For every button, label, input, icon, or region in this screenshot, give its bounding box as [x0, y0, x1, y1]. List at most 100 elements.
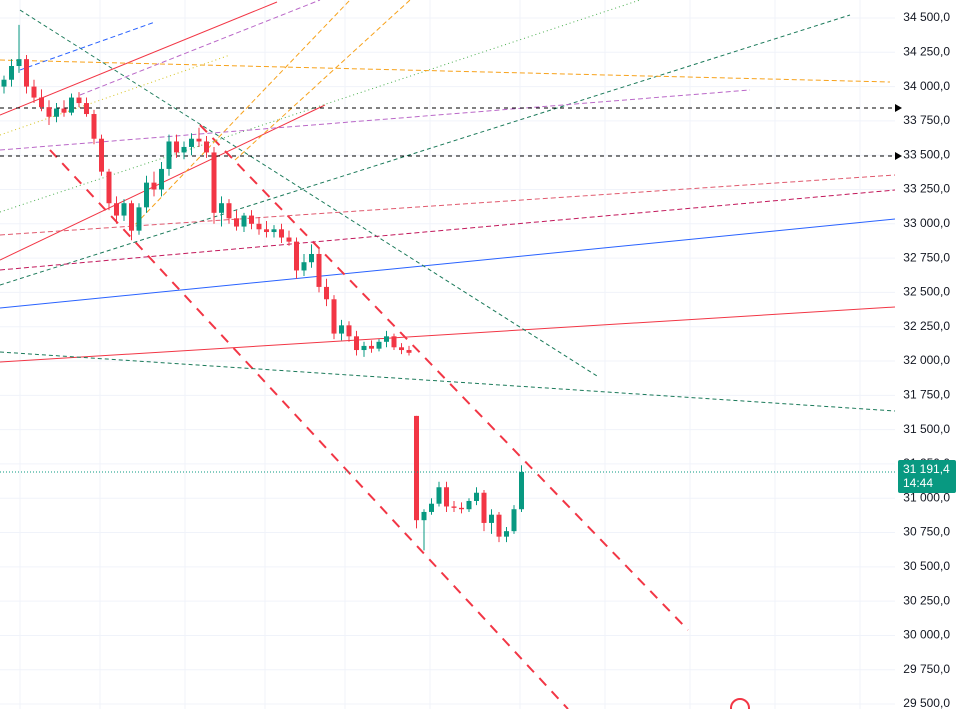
candle-body	[166, 141, 172, 169]
candle-body	[121, 203, 127, 216]
candle-body	[204, 141, 209, 153]
candle-body	[76, 97, 82, 104]
y-tick-label: 32 750,0	[903, 250, 950, 264]
candle-body	[24, 59, 29, 87]
candle-body	[114, 203, 119, 216]
candle-body	[496, 514, 502, 537]
y-tick-label: 32 500,0	[903, 285, 950, 299]
y-tick-label: 30 250,0	[903, 593, 950, 607]
candle-body	[391, 336, 397, 348]
y-tick-label: 32 250,0	[903, 319, 950, 333]
y-tick-label: 31 500,0	[903, 422, 950, 436]
candle-body	[279, 229, 284, 238]
candle-body	[414, 415, 419, 521]
candle-body	[369, 345, 374, 349]
candle-body	[69, 97, 74, 113]
candle-body	[129, 203, 134, 231]
candle-body	[196, 138, 202, 142]
drawings	[0, 0, 902, 709]
candle-body	[399, 347, 404, 351]
candle-body	[346, 325, 352, 337]
candle-body	[316, 253, 322, 287]
y-tick-label: 30 750,0	[903, 525, 950, 539]
candle-body	[249, 215, 254, 224]
candle-body	[226, 203, 232, 219]
trend-line	[0, 351, 896, 412]
candle-body	[489, 514, 494, 523]
candle-body	[301, 262, 307, 271]
candle-body	[99, 138, 104, 172]
candles	[0, 24, 895, 551]
candle-body	[271, 229, 277, 233]
candle-body	[256, 223, 262, 230]
candle-body	[361, 345, 367, 351]
trend-line	[19, 21, 156, 71]
candle-body	[241, 215, 247, 227]
trend-line	[0, 218, 896, 309]
candle-body	[324, 286, 329, 300]
candle-body	[406, 350, 412, 353]
candle-body	[1, 79, 7, 87]
candle-body	[309, 253, 314, 263]
y-tick-label: 29 500,0	[903, 696, 950, 709]
candle-body	[181, 146, 187, 153]
grid	[0, 0, 895, 709]
candle-body	[174, 141, 179, 153]
candle-body	[219, 203, 224, 213]
candle-body	[159, 168, 164, 190]
candle-body	[46, 107, 52, 117]
candle-body	[451, 506, 457, 508]
vertical-grid	[19, 0, 861, 709]
candle-body	[61, 108, 67, 113]
candle-body	[511, 509, 517, 532]
trend-line	[0, 54, 231, 136]
trend-line	[79, 0, 321, 96]
candle-body	[151, 182, 157, 190]
trend-line	[0, 189, 896, 271]
candle-body	[481, 492, 487, 523]
candle-body	[16, 59, 22, 67]
candle-body	[54, 108, 59, 117]
trend-line	[234, 0, 411, 161]
y-tick-label: 33 250,0	[903, 182, 950, 196]
y-tick-label: 31 000,0	[903, 490, 950, 504]
y-tick-label: 34 000,0	[903, 79, 950, 93]
y-tick-label: 32 000,0	[903, 353, 950, 367]
candle-body	[9, 66, 14, 80]
candle-body	[144, 182, 149, 208]
line-marker	[895, 104, 902, 112]
candle-body	[264, 229, 269, 233]
candle-body	[519, 471, 524, 510]
icon	[730, 698, 750, 709]
y-tick-label: 33 750,0	[903, 113, 950, 127]
candle-body	[294, 241, 299, 271]
candle-body	[466, 500, 472, 510]
candle-body	[354, 336, 359, 351]
candle-body	[189, 138, 194, 147]
trend-line	[0, 1, 278, 116]
candle-body	[91, 114, 97, 139]
candle-body	[504, 531, 509, 537]
candle-body	[211, 152, 217, 213]
channel-line	[199, 124, 689, 631]
trend-line	[19, 9, 598, 377]
y-tick-label: 31 750,0	[903, 387, 950, 401]
channel-line	[49, 149, 569, 709]
candle-body	[39, 97, 44, 108]
trend-line	[0, 14, 851, 286]
countdown-label: 14:44	[903, 476, 933, 490]
candle-body	[136, 207, 142, 231]
candle-body	[474, 492, 479, 501]
y-tick-label: 33 000,0	[903, 216, 950, 230]
candle-body	[444, 487, 449, 507]
candle-body	[459, 507, 464, 510]
candle-body	[384, 336, 389, 342]
trend-line	[0, 306, 896, 363]
candle-body	[84, 103, 89, 115]
candle-body	[339, 325, 344, 334]
price-label-box	[898, 459, 956, 493]
candle-body	[376, 341, 382, 349]
trend-line	[0, 89, 751, 151]
y-tick-label: 34 250,0	[903, 44, 950, 58]
